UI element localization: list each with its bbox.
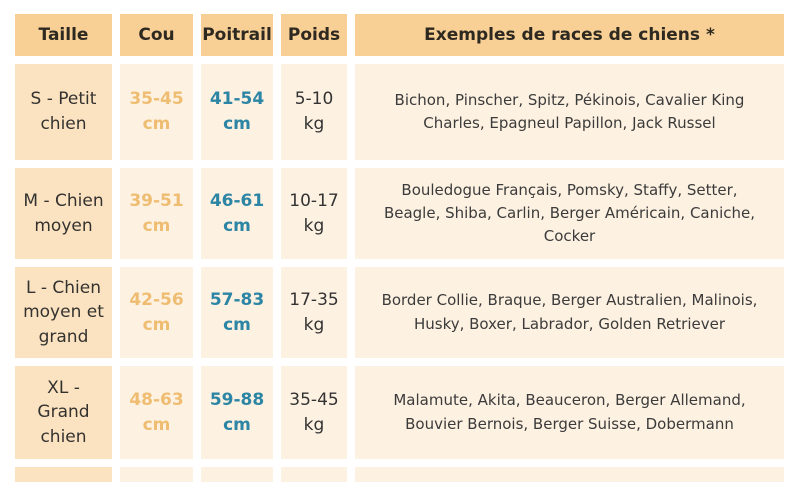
column-header-breeds: Exemples de races de chiens * — [355, 14, 784, 56]
clipped-row-cell — [120, 467, 193, 482]
size-cell: L - Chien moyen et grand — [15, 267, 112, 358]
chest-cell: 41-54 cm — [201, 64, 273, 160]
column-header-neck: Cou — [120, 14, 193, 56]
neck-cell: 35-45 cm — [120, 64, 193, 160]
clipped-row-cell — [355, 467, 784, 482]
column-header-chest: Poitrail — [201, 14, 273, 56]
clipped-row-cell — [201, 467, 273, 482]
weight-cell: 10-17 kg — [281, 168, 347, 259]
size-cell: XL - Grand chien — [15, 366, 112, 459]
neck-cell: 39-51 cm — [120, 168, 193, 259]
weight-cell: 35-45 kg — [281, 366, 347, 459]
clipped-row-cell — [281, 467, 347, 482]
neck-cell: 42-56 cm — [120, 267, 193, 358]
column-header-weight: Poids — [281, 14, 347, 56]
size-cell: S - Petit chien — [15, 64, 112, 160]
chest-cell: 57-83 cm — [201, 267, 273, 358]
size-cell: M - Chien moyen — [15, 168, 112, 259]
neck-cell: 48-63 cm — [120, 366, 193, 459]
breeds-cell: Bouledogue Français, Pomsky, Staffy, Set… — [355, 168, 784, 259]
breeds-cell: Border Collie, Braque, Berger Australien… — [355, 267, 784, 358]
chest-cell: 46-61 cm — [201, 168, 273, 259]
clipped-row-size-cell — [15, 467, 112, 482]
breeds-cell: Bichon, Pinscher, Spitz, Pékinois, Caval… — [355, 64, 784, 160]
weight-cell: 17-35 kg — [281, 267, 347, 358]
breeds-cell: Malamute, Akita, Beauceron, Berger Allem… — [355, 366, 784, 459]
column-header-size: Taille — [15, 14, 112, 56]
chest-cell: 59-88 cm — [201, 366, 273, 459]
weight-cell: 5-10 kg — [281, 64, 347, 160]
